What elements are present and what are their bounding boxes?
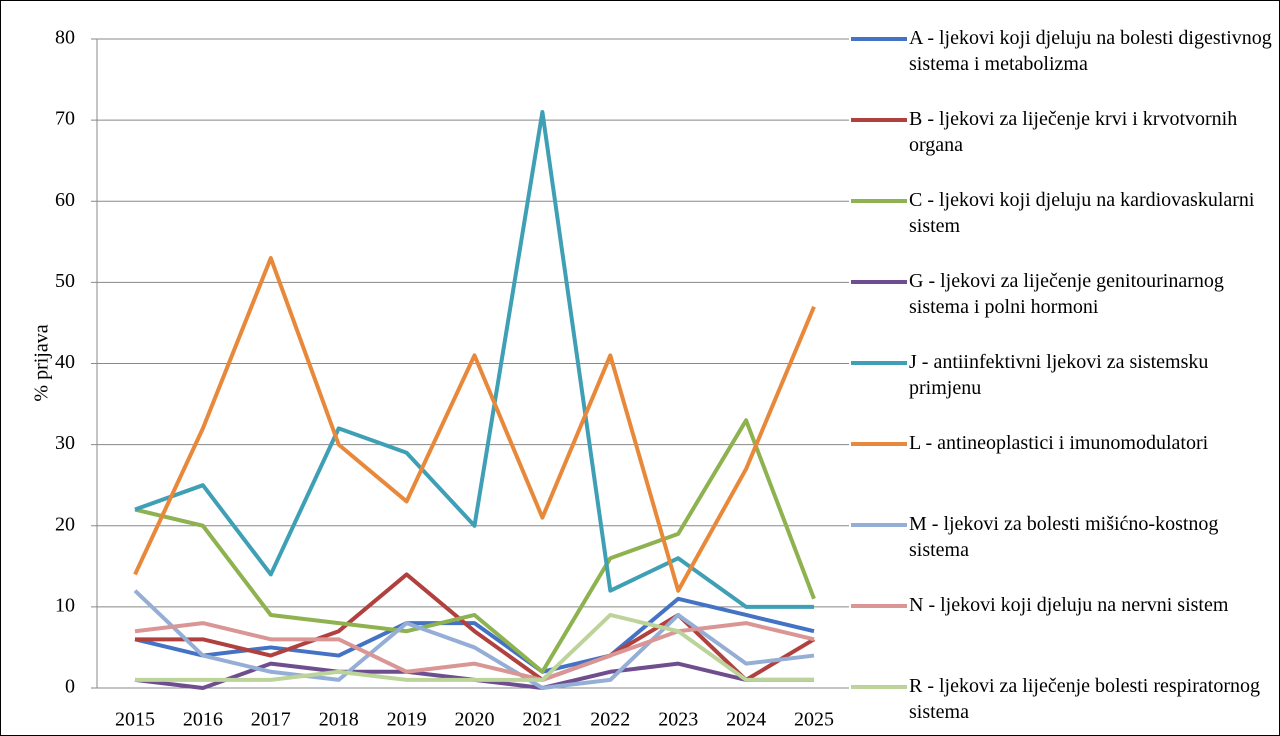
legend-label: G - ljekovi za liječenje genitourinarnog… xyxy=(909,270,1224,318)
legend-entry: J - antiinfektivni ljekovi za sistemsku … xyxy=(851,349,1279,401)
y-axis-label: % prijava xyxy=(31,324,53,401)
legend-swatch xyxy=(851,523,907,527)
y-tick-label: 70 xyxy=(55,108,75,130)
legend-entry: N - ljekovi koji djeluju na nervni siste… xyxy=(851,592,1279,618)
legend-swatch xyxy=(851,442,907,446)
legend-swatch xyxy=(851,199,907,203)
legend-label: A - ljekovi koji djeluju na bolesti dige… xyxy=(909,27,1272,75)
legend-swatch xyxy=(851,361,907,365)
y-tick-label: 80 xyxy=(55,27,75,49)
series-line xyxy=(134,621,815,682)
x-tick-label: 2025 xyxy=(794,709,834,731)
x-tick-label: 2024 xyxy=(726,709,766,731)
series-line xyxy=(133,256,816,593)
legend-swatch xyxy=(851,280,907,284)
legend-entry: G - ljekovi za liječenje genitourinarnog… xyxy=(851,268,1279,320)
legend-swatch xyxy=(851,37,907,41)
legend-entry: R - ljekovi za liječenje bolesti respira… xyxy=(851,673,1279,725)
legend-label: L - antineoplastici i imunomodulatori xyxy=(909,432,1209,454)
series-line xyxy=(134,110,814,609)
legend-swatch xyxy=(851,118,907,122)
y-tick-label: 50 xyxy=(55,270,75,292)
series-line xyxy=(135,572,816,682)
series-line xyxy=(135,612,814,682)
legend-label: C - ljekovi koji djeluju na kardiovaskul… xyxy=(909,189,1255,237)
y-tick-label: 40 xyxy=(55,351,75,373)
legend-entry: A - ljekovi koji djeluju na bolesti dige… xyxy=(851,25,1279,77)
x-tick-label: 2016 xyxy=(183,709,223,731)
legend-swatch xyxy=(851,685,907,689)
x-tick-label: 2023 xyxy=(658,709,698,731)
series-line xyxy=(133,589,815,690)
legend-swatch xyxy=(851,604,907,608)
y-tick-label: 30 xyxy=(55,432,75,454)
x-tick-label: 2018 xyxy=(319,709,359,731)
series-line xyxy=(134,596,815,674)
legend-entry: C - ljekovi koji djeluju na kardiovaskul… xyxy=(851,187,1279,239)
legend-entry: L - antineoplastici i imunomodulatori xyxy=(851,430,1279,456)
legend-label: M - ljekovi za bolesti mišićno-kostnog s… xyxy=(909,513,1219,561)
x-tick-label: 2022 xyxy=(590,709,630,731)
x-tick-label: 2019 xyxy=(387,709,427,731)
legend-label: B - ljekovi za liječenje krvi i krvotvor… xyxy=(909,108,1238,156)
legend-label: R - ljekovi za liječenje bolesti respira… xyxy=(909,675,1260,723)
legend-label: N - ljekovi koji djeluju na nervni siste… xyxy=(909,594,1229,616)
x-tick-label: 2020 xyxy=(455,709,495,731)
x-tick-label: 2015 xyxy=(115,709,155,731)
series-line xyxy=(134,661,814,690)
y-tick-label: 10 xyxy=(55,594,75,616)
x-tick-label: 2017 xyxy=(251,709,291,731)
y-tick-label: 0 xyxy=(65,676,75,698)
legend-label: J - antiinfektivni ljekovi za sistemsku … xyxy=(909,351,1209,399)
series-line xyxy=(134,418,816,674)
x-tick-label: 2021 xyxy=(522,709,562,731)
legend-entry: B - ljekovi za liječenje krvi i krvotvor… xyxy=(851,106,1279,158)
y-tick-label: 60 xyxy=(55,189,75,211)
y-tick-label: 20 xyxy=(55,513,75,535)
legend-entry: M - ljekovi za bolesti mišićno-kostnog s… xyxy=(851,511,1279,563)
